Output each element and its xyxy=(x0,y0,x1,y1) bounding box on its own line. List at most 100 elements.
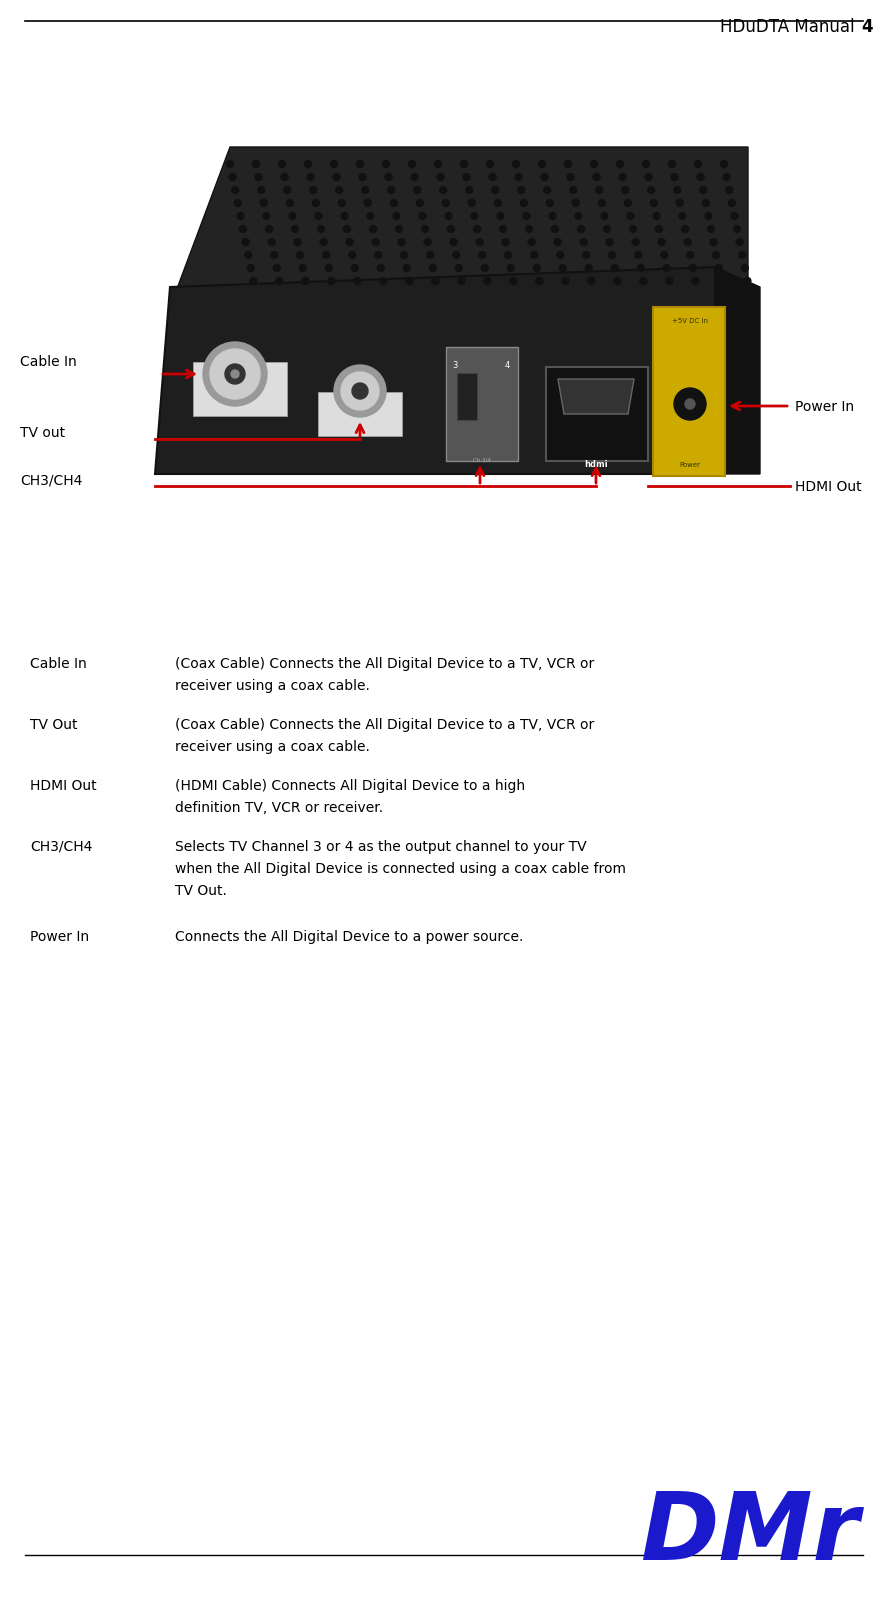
Circle shape xyxy=(210,350,260,400)
Circle shape xyxy=(456,265,463,273)
Circle shape xyxy=(445,213,452,220)
Circle shape xyxy=(263,213,270,220)
Circle shape xyxy=(549,213,556,220)
Text: receiver using a coax cable.: receiver using a coax cable. xyxy=(175,740,370,753)
Circle shape xyxy=(725,188,733,194)
Circle shape xyxy=(352,384,368,400)
Text: Cable In: Cable In xyxy=(20,355,76,369)
Circle shape xyxy=(585,265,592,273)
Circle shape xyxy=(476,239,483,246)
Circle shape xyxy=(692,278,699,286)
Text: Cable In: Cable In xyxy=(227,427,253,432)
Circle shape xyxy=(562,278,569,286)
Circle shape xyxy=(391,201,397,207)
Circle shape xyxy=(650,201,657,207)
Circle shape xyxy=(364,201,371,207)
Circle shape xyxy=(677,201,683,207)
Circle shape xyxy=(411,175,418,181)
Text: Power In: Power In xyxy=(30,929,89,944)
Polygon shape xyxy=(558,380,634,414)
Circle shape xyxy=(322,252,329,260)
Circle shape xyxy=(567,175,575,181)
Circle shape xyxy=(720,162,727,169)
Circle shape xyxy=(572,201,579,207)
Polygon shape xyxy=(175,148,748,295)
Circle shape xyxy=(226,162,234,169)
Circle shape xyxy=(593,175,600,181)
Circle shape xyxy=(534,265,540,273)
Circle shape xyxy=(242,239,250,246)
Circle shape xyxy=(440,188,447,194)
Circle shape xyxy=(607,239,613,246)
Circle shape xyxy=(520,201,527,207)
Circle shape xyxy=(372,239,379,246)
Circle shape xyxy=(716,265,722,273)
Circle shape xyxy=(252,162,259,169)
Circle shape xyxy=(320,239,327,246)
Circle shape xyxy=(313,201,320,207)
Text: TV out: TV out xyxy=(20,425,65,440)
FancyBboxPatch shape xyxy=(446,348,518,462)
Circle shape xyxy=(318,226,324,233)
Circle shape xyxy=(630,226,637,233)
Circle shape xyxy=(577,226,584,233)
Circle shape xyxy=(341,372,379,411)
Text: Ch 3/4: Ch 3/4 xyxy=(473,457,491,462)
Circle shape xyxy=(231,371,239,379)
Circle shape xyxy=(408,162,416,169)
Circle shape xyxy=(328,278,335,286)
Text: definition TV, VCR or receiver.: definition TV, VCR or receiver. xyxy=(175,801,383,814)
Circle shape xyxy=(515,175,522,181)
Text: to TV: to TV xyxy=(352,443,369,448)
Circle shape xyxy=(377,265,385,273)
Circle shape xyxy=(528,239,535,246)
Circle shape xyxy=(504,252,511,260)
Circle shape xyxy=(565,162,572,169)
Circle shape xyxy=(465,188,472,194)
Circle shape xyxy=(647,188,654,194)
Text: TV Out: TV Out xyxy=(30,717,77,732)
Text: (Coax Cable) Connects the All Digital Device to a TV, VCR or: (Coax Cable) Connects the All Digital De… xyxy=(175,656,594,671)
Circle shape xyxy=(434,162,441,169)
Text: TV Out.: TV Out. xyxy=(175,883,226,897)
Circle shape xyxy=(414,188,421,194)
Circle shape xyxy=(458,278,465,286)
Circle shape xyxy=(250,278,257,286)
Circle shape xyxy=(645,175,652,181)
Circle shape xyxy=(718,278,725,286)
Circle shape xyxy=(635,252,642,260)
Circle shape xyxy=(419,213,426,220)
Circle shape xyxy=(535,278,543,286)
Text: CH3/CH4: CH3/CH4 xyxy=(20,473,83,486)
Text: 3: 3 xyxy=(452,360,457,369)
Circle shape xyxy=(400,252,408,260)
Circle shape xyxy=(302,278,309,286)
Circle shape xyxy=(268,239,275,246)
Circle shape xyxy=(487,162,494,169)
Circle shape xyxy=(297,252,304,260)
Circle shape xyxy=(247,265,254,273)
Circle shape xyxy=(232,188,239,194)
Circle shape xyxy=(638,265,645,273)
Circle shape xyxy=(591,162,598,169)
Text: HDuDTA Manual: HDuDTA Manual xyxy=(720,18,860,35)
Circle shape xyxy=(616,162,623,169)
Circle shape xyxy=(352,265,358,273)
Circle shape xyxy=(658,239,665,246)
Circle shape xyxy=(492,188,499,194)
Circle shape xyxy=(468,201,475,207)
Circle shape xyxy=(666,278,673,286)
Circle shape xyxy=(294,239,301,246)
Text: (Coax Cable) Connects the All Digital Device to a TV, VCR or: (Coax Cable) Connects the All Digital De… xyxy=(175,717,594,732)
FancyBboxPatch shape xyxy=(318,393,402,437)
Circle shape xyxy=(479,252,486,260)
Circle shape xyxy=(432,278,439,286)
Circle shape xyxy=(661,252,668,260)
Circle shape xyxy=(299,265,306,273)
Text: 4: 4 xyxy=(861,18,873,35)
Circle shape xyxy=(604,226,610,233)
Circle shape xyxy=(543,188,551,194)
Circle shape xyxy=(557,252,564,260)
Circle shape xyxy=(464,175,470,181)
Circle shape xyxy=(700,188,707,194)
